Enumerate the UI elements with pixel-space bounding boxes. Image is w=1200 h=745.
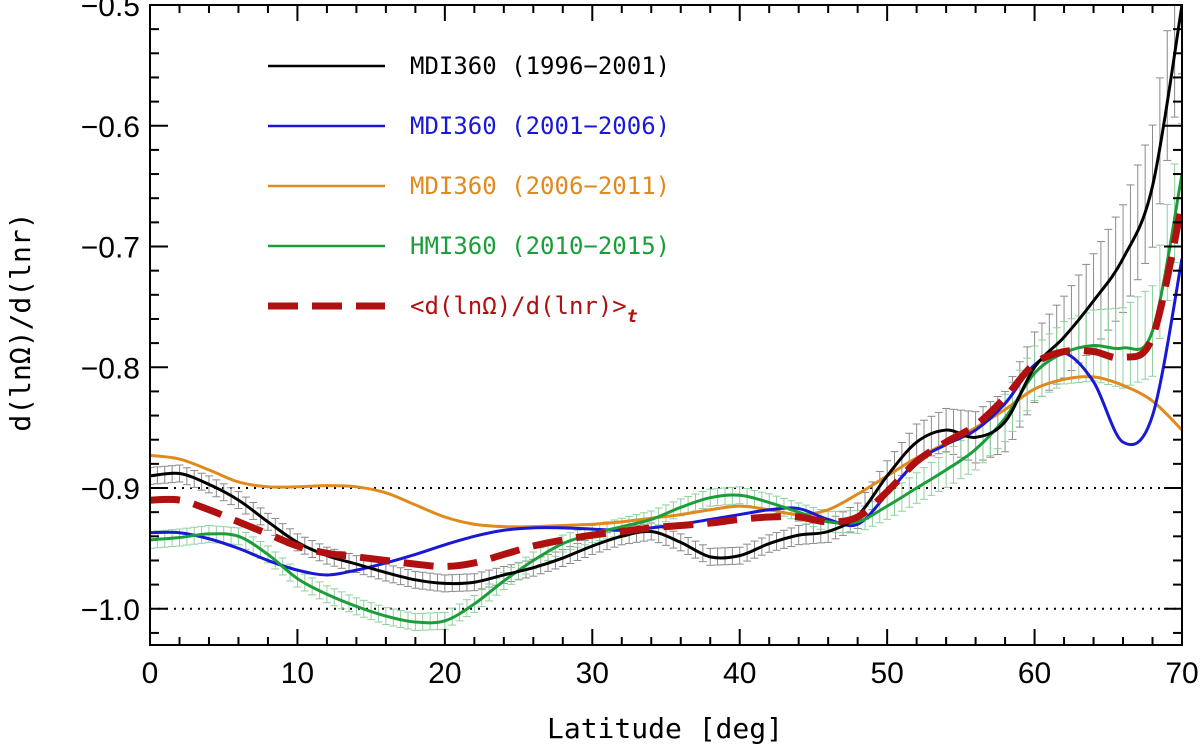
legend-subscript: t: [627, 306, 638, 327]
x-tick-label: 40: [723, 657, 756, 690]
axes-frame: [149, 4, 1183, 646]
legend-label-3: HMI360 (2010−2015): [410, 232, 670, 260]
y-tick-label: −0.7: [81, 232, 140, 265]
y-tick-label: −0.6: [81, 111, 140, 144]
legend: MDI360 (1996−2001) MDI360 (2001−2006) MDI3…: [268, 52, 670, 327]
x-tick-label: 30: [576, 657, 609, 690]
legend-label-0: MDI360 (1996−2001): [410, 52, 670, 80]
x-tick-label: 10: [281, 657, 314, 690]
y-tick-label: −0.8: [81, 352, 140, 385]
x-tick-label: 50: [870, 657, 903, 690]
y-tick-label: −0.5: [81, 0, 140, 23]
axis-ticks: 0 10 20 30 40 50 60 70 −1.0 −0.9 −0.8 −0.7 −0.6 −0.5: [81, 0, 1199, 690]
y-tick-label: −1.0: [81, 594, 140, 627]
y-axis-title: d(lnΩ)/d(lnr): [4, 212, 37, 431]
x-tick-label: 60: [1018, 657, 1051, 690]
series-line-0: [150, 5, 1182, 586]
x-tick-label: 70: [1165, 657, 1198, 690]
x-tick-label: 0: [142, 657, 159, 690]
series-line-2: [150, 375, 1182, 529]
series-layer: [150, 5, 1182, 632]
plot-frame: [149, 4, 1183, 646]
legend-label-1: MDI360 (2001−2006): [410, 112, 670, 140]
x-tick-label: 20: [428, 657, 461, 690]
y-tick-label: −0.9: [81, 473, 140, 506]
legend-label-2: MDI360 (2006−2011): [410, 172, 670, 200]
errorbars-series-0: [150, 5, 1182, 593]
legend-label-4: <d(lnΩ)/d(lnr)>t: [410, 292, 638, 327]
x-axis-title: Latitude [deg]: [547, 712, 783, 745]
series-line-4: [150, 203, 1182, 571]
